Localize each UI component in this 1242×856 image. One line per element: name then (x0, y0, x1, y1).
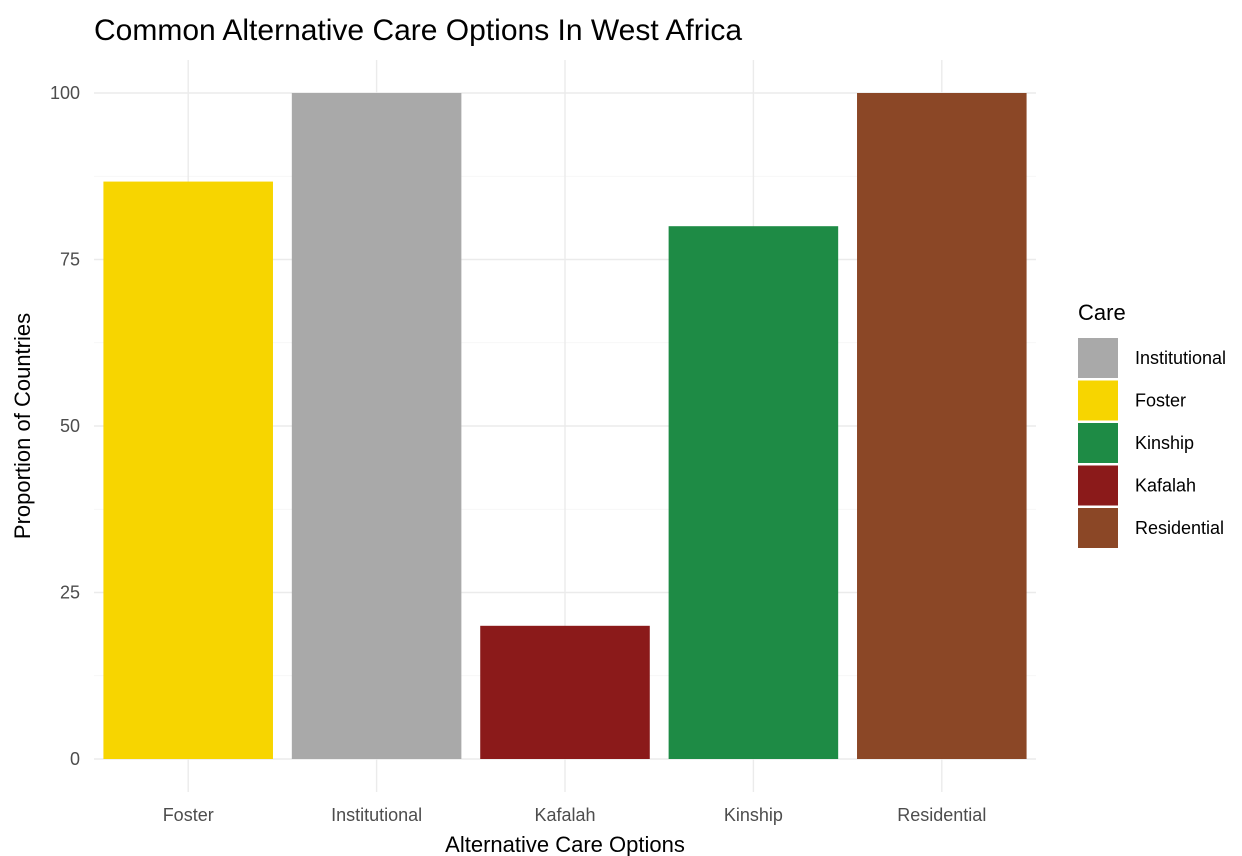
legend-title: Care (1078, 300, 1126, 325)
legend: Care Institutional Foster Kinship Kafalah Re… (1078, 300, 1226, 548)
y-tick-label: 50 (60, 416, 80, 436)
legend-label: Kafalah (1135, 476, 1196, 496)
legend-label: Institutional (1135, 348, 1226, 368)
y-axis-ticks: 0 25 50 75 100 (50, 83, 80, 769)
y-axis-title: Proportion of Countries (10, 313, 35, 539)
chart-title: Common Alternative Care Options In West … (94, 14, 742, 47)
y-tick-label: 0 (70, 749, 80, 769)
y-tick-label: 25 (60, 583, 80, 603)
x-axis-ticks: Foster Institutional Kafalah Kinship Residen… (163, 805, 987, 825)
bar-foster (103, 181, 273, 759)
legend-key (1078, 423, 1118, 463)
x-tick-label: Kafalah (534, 805, 595, 825)
bar-residential (857, 93, 1027, 759)
legend-key (1078, 508, 1118, 548)
y-tick-label: 100 (50, 83, 80, 103)
legend-label: Foster (1135, 391, 1186, 411)
x-tick-label: Institutional (331, 805, 422, 825)
legend-key (1078, 380, 1118, 421)
x-tick-label: Residential (897, 805, 986, 825)
bar-kafalah (480, 625, 650, 759)
legend-key (1078, 465, 1118, 506)
x-tick-label: Kinship (724, 805, 783, 825)
bar-institutional (291, 93, 462, 759)
x-axis-title: Alternative Care Options (445, 832, 685, 856)
bars (103, 93, 1027, 759)
legend-key (1078, 338, 1118, 378)
legend-label: Kinship (1135, 433, 1194, 453)
x-tick-label: Foster (163, 805, 214, 825)
bar-kinship (668, 226, 839, 759)
legend-label: Residential (1135, 518, 1224, 538)
y-tick-label: 75 (60, 250, 80, 270)
